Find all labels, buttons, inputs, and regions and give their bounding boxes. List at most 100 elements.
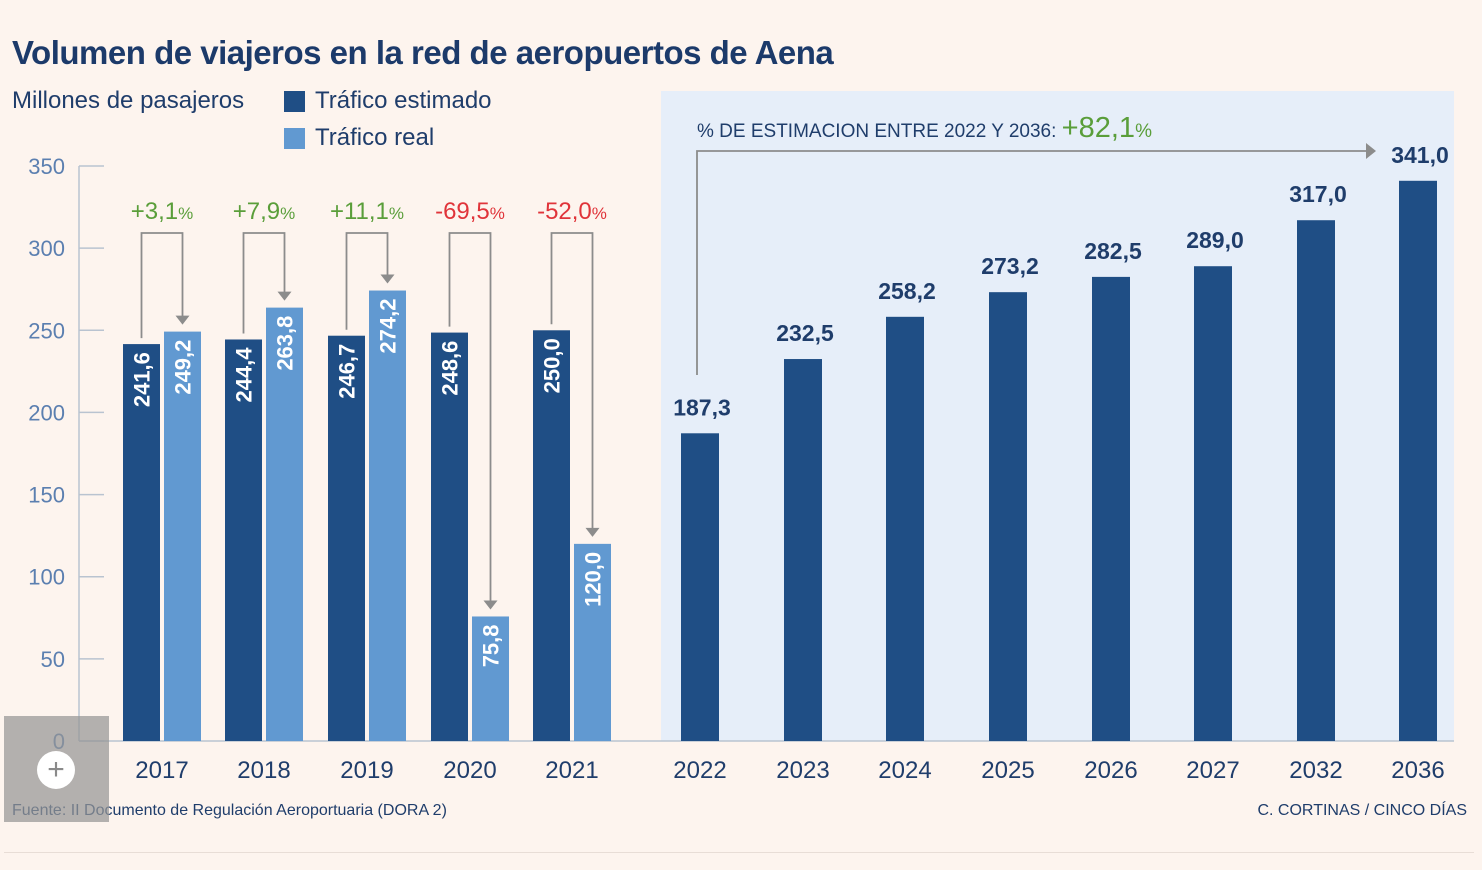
change-annotation: +7,9% (233, 198, 296, 225)
data-label-real: 263,8 (273, 316, 298, 371)
bar-estimated (225, 339, 262, 741)
bar-estimated (533, 330, 570, 741)
change-pct-sign: % (592, 204, 607, 223)
x-tick-label: 2017 (135, 757, 188, 784)
y-tick-label: 250 (28, 318, 65, 343)
forecast-note-pct: % (1135, 121, 1152, 142)
data-label-estimated: 244,4 (232, 347, 257, 403)
y-tick-label: 50 (41, 647, 65, 672)
change-arrow (242, 232, 286, 334)
legend-label-real: Tráfico real (315, 124, 435, 151)
x-tick-label: 2027 (1186, 757, 1239, 784)
change-pct-sign: % (280, 204, 295, 223)
bar-estimated (328, 335, 365, 741)
data-label-estimated: 250,0 (540, 338, 565, 393)
data-label-real: 249,2 (171, 340, 196, 395)
bar-real (266, 307, 303, 741)
arrow-head (380, 274, 395, 284)
source-note: Fuente: II Documento de Regulación Aerop… (12, 802, 447, 819)
change-arrow (345, 232, 389, 330)
bar-estimated (1092, 276, 1130, 741)
credit: C. CORTINAS / CINCO DÍAS (1257, 802, 1467, 819)
change-arrow (550, 232, 594, 530)
bar-estimated (123, 344, 160, 741)
change-value: +3,1 (131, 198, 178, 225)
change-value: -52,0 (537, 198, 592, 225)
plus-icon: + (47, 753, 65, 786)
legend-item-real: Tráfico real (284, 124, 434, 152)
bar-estimated (431, 332, 468, 741)
y-tick-label: 150 (28, 483, 65, 508)
bottom-divider (4, 852, 1474, 853)
change-annotation: +3,1% (131, 198, 194, 225)
forecast-note-value: +82,1 (1062, 112, 1135, 144)
bar-real (369, 290, 406, 741)
data-label-real: 274,2 (376, 299, 401, 354)
x-tick-label: 2019 (340, 757, 393, 784)
y-tick-label: 200 (28, 400, 65, 425)
legend-swatch-real (284, 127, 305, 149)
bar-real (164, 331, 201, 741)
change-arrow (140, 232, 184, 339)
arrow-head (175, 315, 190, 325)
unit-label: Millones de pasajeros (12, 87, 245, 114)
data-label-estimated: 317,0 (1289, 181, 1347, 207)
data-label-estimated: 289,0 (1186, 227, 1244, 253)
change-pct-sign: % (389, 204, 404, 223)
change-annotation: -69,5% (435, 198, 505, 225)
forecast-note: % DE ESTIMACION ENTRE 2022 Y 2036: +82,1… (697, 112, 1152, 144)
change-pct-sign: % (490, 204, 505, 223)
y-tick-label: 350 (28, 154, 65, 179)
bar-estimated (1194, 266, 1232, 741)
data-label-estimated: 232,5 (776, 320, 834, 346)
data-label-estimated: 187,3 (673, 394, 731, 420)
data-label-estimated: 241,6 (130, 352, 155, 407)
x-tick-label: 2021 (545, 757, 598, 784)
x-tick-label: 2023 (776, 757, 829, 784)
x-tick-label: 2032 (1289, 757, 1342, 784)
data-label-estimated: 258,2 (878, 278, 936, 304)
change-pct-sign: % (178, 204, 193, 223)
data-label-estimated: 246,7 (335, 344, 360, 399)
bar-real (472, 616, 509, 741)
bar-estimated (1399, 180, 1437, 742)
data-label-real: 120,0 (581, 552, 606, 607)
arrow-head (585, 527, 600, 537)
x-tick-label: 2024 (878, 757, 931, 784)
bar-estimated (784, 359, 822, 741)
change-value: -69,5 (435, 198, 490, 225)
data-label-estimated: 341,0 (1391, 142, 1449, 168)
change-value: +7,9 (233, 198, 280, 225)
arrow-head (483, 600, 498, 610)
x-tick-label: 2022 (673, 757, 726, 784)
chart-title: Volumen de viajeros en la red de aeropue… (12, 34, 834, 71)
change-annotation: -52,0% (537, 198, 607, 225)
legend-label-estimated: Tráfico estimado (315, 87, 492, 114)
x-tick-label: 2018 (237, 757, 290, 784)
x-tick-label: 2036 (1391, 757, 1444, 784)
x-tick-label: 2025 (981, 757, 1034, 784)
change-value: +11,1 (330, 198, 389, 225)
change-annotation: +11,1% (330, 198, 404, 225)
zoom-in-button[interactable]: + (37, 751, 75, 789)
bar-estimated (681, 433, 719, 741)
legend-item-estimated: Tráfico estimado (284, 87, 492, 115)
forecast-note-text: % DE ESTIMACION ENTRE 2022 Y 2036: (697, 121, 1062, 142)
legend-swatch-estimated (284, 90, 305, 112)
data-label-real: 75,8 (479, 624, 504, 667)
y-tick-label: 100 (28, 565, 65, 590)
data-label-estimated: 282,5 (1084, 238, 1142, 264)
bar-estimated (886, 316, 924, 741)
x-tick-label: 2020 (443, 757, 496, 784)
bar-estimated (1297, 220, 1335, 741)
data-label-estimated: 248,6 (438, 341, 463, 396)
forecast-arrow (696, 150, 1366, 375)
forecast-arrow-head (1366, 143, 1376, 159)
y-tick-label: 300 (28, 236, 65, 261)
x-tick-label: 2026 (1084, 757, 1137, 784)
data-label-estimated: 273,2 (981, 253, 1039, 279)
bar-real (574, 543, 611, 741)
arrow-head (277, 291, 292, 301)
bar-estimated (989, 292, 1027, 741)
